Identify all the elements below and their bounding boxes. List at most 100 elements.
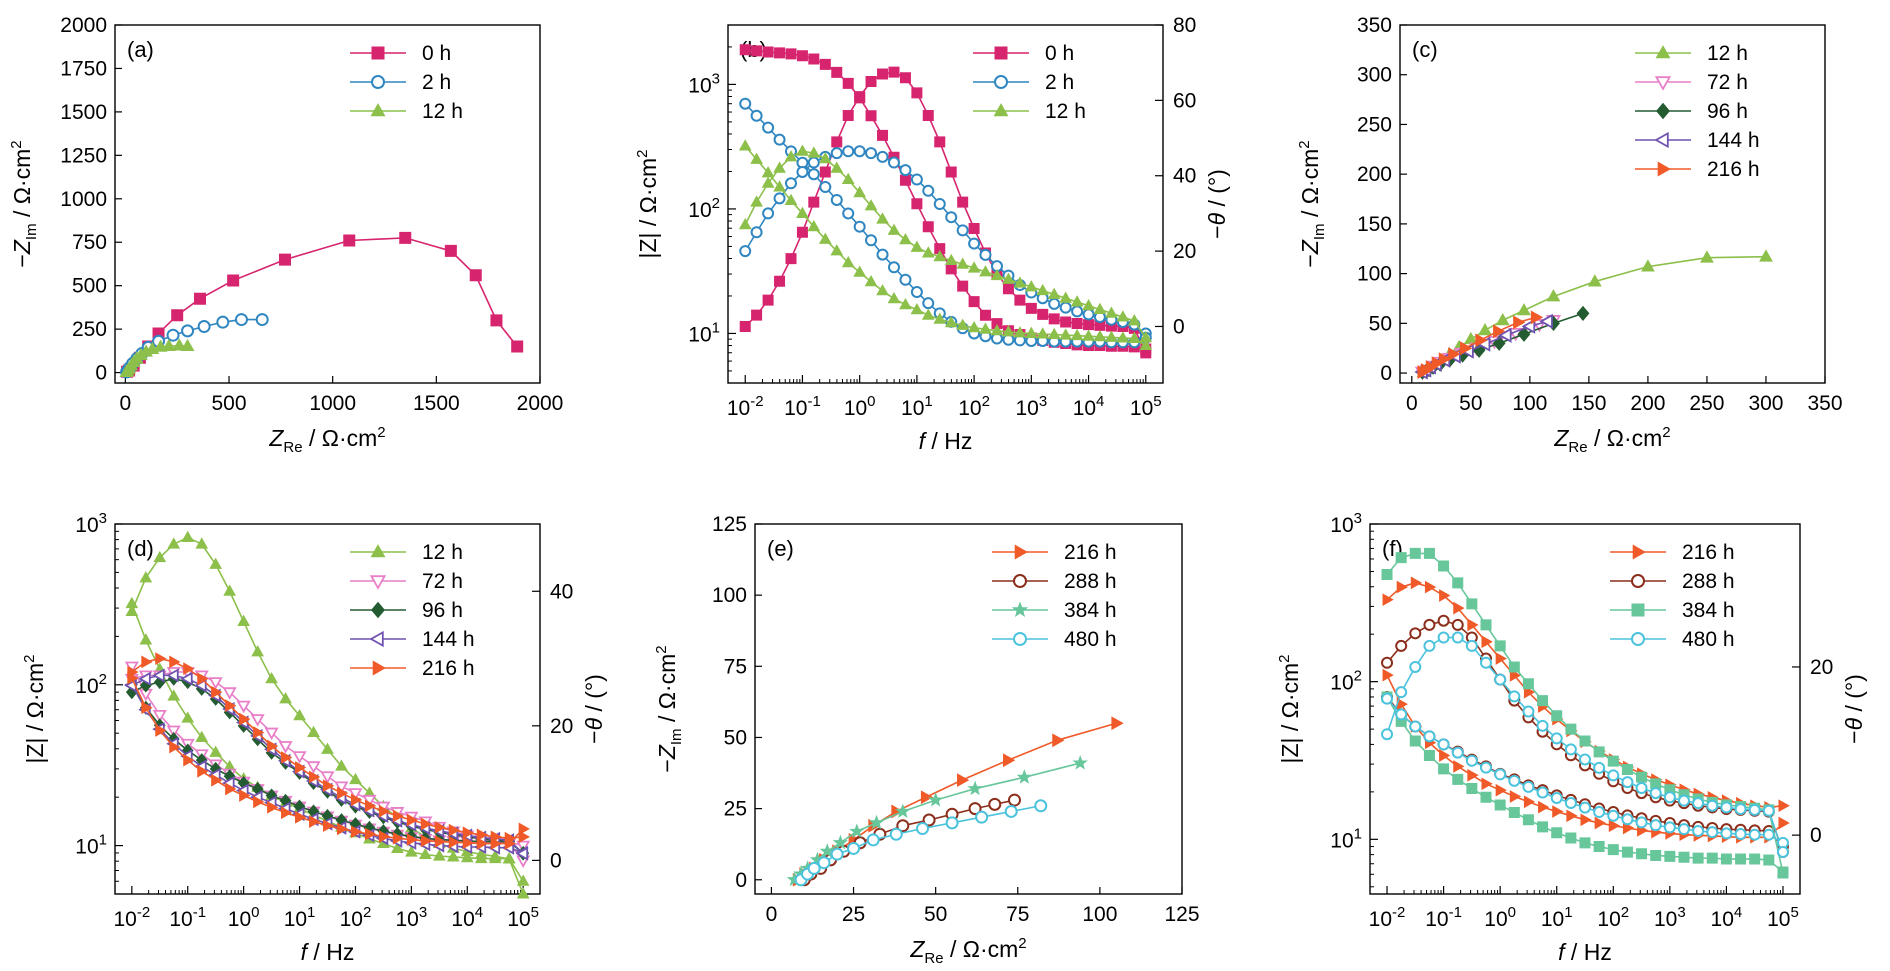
x-axis-label: f / Hz <box>1558 939 1612 965</box>
legend-marker <box>994 75 1008 89</box>
phase-point <box>197 672 209 686</box>
phase-point <box>139 571 153 583</box>
y2-tick-label: 20 <box>550 715 573 738</box>
phase-point <box>236 700 251 714</box>
phase-point <box>306 761 321 774</box>
modulus-point <box>910 302 924 315</box>
data-point <box>957 773 970 788</box>
phase-point <box>751 309 763 321</box>
modulus-point <box>1508 774 1521 787</box>
phase-point <box>364 799 377 813</box>
y-tick-label: 200 <box>1357 163 1392 186</box>
phase-point <box>127 665 139 679</box>
data-point <box>343 234 356 247</box>
y2-tick-label: 40 <box>550 580 573 603</box>
series-216h <box>792 716 1124 887</box>
modulus-point <box>876 248 889 261</box>
modulus-point <box>762 46 774 58</box>
phase-point <box>1071 317 1083 329</box>
phase-point <box>335 759 348 771</box>
data-point <box>1111 716 1124 731</box>
data-point <box>916 822 930 836</box>
phase-point <box>785 177 798 190</box>
y2-axis-label: −θ / (°) <box>581 674 607 744</box>
y-tick-label: 125 <box>712 513 747 536</box>
modulus-point <box>462 836 475 850</box>
data-point <box>928 792 944 807</box>
modulus-point <box>1494 799 1506 811</box>
phase-point <box>990 268 1004 281</box>
data-point <box>255 313 269 327</box>
modulus-point <box>1593 841 1605 853</box>
y2-axis-label: −θ / (°) <box>1204 169 1230 239</box>
x-tick-label: 104 <box>1711 904 1743 931</box>
modulus-point <box>518 822 530 836</box>
phase-point <box>911 87 923 99</box>
phase-point <box>1452 577 1464 589</box>
legend-label: 12 h <box>422 541 463 564</box>
modulus-point <box>1579 837 1591 849</box>
phase-point <box>1410 576 1423 590</box>
y2-tick-label: 0 <box>550 849 562 872</box>
data-point <box>896 819 910 833</box>
legend-label: 216 h <box>422 657 475 680</box>
modulus-point <box>1636 848 1648 860</box>
y2-tick-label: 0 <box>1810 824 1822 847</box>
modulus-point <box>1523 795 1536 809</box>
modulus-point <box>739 44 751 56</box>
data-point <box>511 340 524 353</box>
modulus-point <box>807 168 820 181</box>
data-point <box>807 861 821 875</box>
x-tick-label: 102 <box>1597 904 1629 931</box>
phase-point <box>831 136 843 148</box>
phase-point <box>1036 283 1050 296</box>
x-tick-label: 10-1 <box>784 393 821 420</box>
modulus-point <box>738 139 752 151</box>
phase-point <box>1451 618 1464 631</box>
legend-label: 144 h <box>1707 129 1760 152</box>
data-point <box>180 338 195 352</box>
modulus-point <box>239 789 251 802</box>
y-tick-label: 500 <box>72 275 107 298</box>
phase-point <box>1466 598 1478 610</box>
legend-marker <box>1013 574 1027 588</box>
data-point <box>830 847 844 861</box>
modulus-point <box>1013 326 1027 338</box>
phase-point <box>774 275 786 287</box>
data-point <box>988 797 1002 811</box>
x-tick-label: 102 <box>340 904 372 931</box>
y-tick-label: 50 <box>724 726 747 749</box>
phase-point <box>1409 547 1421 559</box>
phase-point <box>1578 753 1591 766</box>
phase-point <box>1692 797 1705 810</box>
y-tick-label: 102 <box>688 195 720 222</box>
modulus-point <box>773 133 786 146</box>
modulus-point <box>830 244 844 256</box>
modulus-point <box>1465 754 1478 767</box>
phase-point <box>945 166 957 178</box>
modulus-point <box>1480 791 1492 803</box>
phase-point <box>225 699 237 712</box>
phase-point <box>488 849 502 861</box>
series-0h <box>121 231 524 378</box>
phase-point <box>292 751 307 764</box>
data-point <box>181 324 195 338</box>
phase-point <box>1093 302 1107 315</box>
phase-point <box>1550 732 1563 745</box>
modulus-point <box>181 711 195 723</box>
data-point <box>172 338 187 351</box>
y2-tick-label: 40 <box>1173 165 1196 188</box>
modulus-point <box>1522 780 1535 793</box>
modulus-point <box>1479 761 1492 774</box>
phase-point <box>796 144 809 156</box>
x-axis-label: ZRe / Ω·cm2 <box>268 424 385 456</box>
modulus-point <box>945 263 957 275</box>
phase-point <box>1748 803 1761 816</box>
modulus-point <box>1437 738 1450 751</box>
modulus-point <box>460 851 474 863</box>
y2-tick-label: 0 <box>1173 315 1185 338</box>
phase-point <box>350 793 363 807</box>
data-point <box>166 328 180 342</box>
y-axis-label: |Z| / Ω·cm2 <box>21 654 48 763</box>
phase-point <box>1014 294 1026 306</box>
